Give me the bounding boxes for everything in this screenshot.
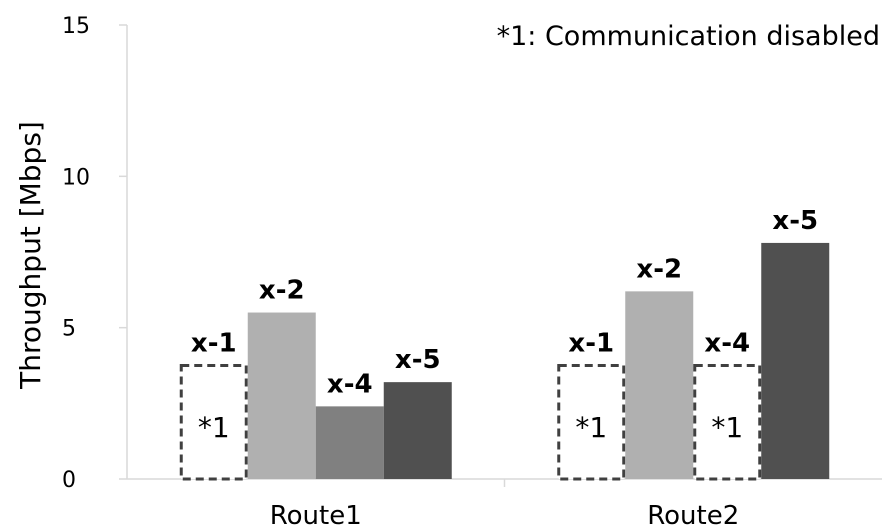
disabled-marker: *1 bbox=[198, 411, 230, 444]
bar-label-x-5: x-5 bbox=[395, 345, 441, 375]
bar-x-2 bbox=[625, 291, 694, 479]
y-tick-label: 0 bbox=[62, 468, 76, 493]
disabled-bar-x-4 bbox=[693, 364, 762, 481]
x-category-label: Route1 bbox=[270, 501, 362, 531]
disabled-bar-x-1 bbox=[179, 364, 248, 481]
y-tick-label: 10 bbox=[62, 165, 90, 190]
disabled-marker: *1 bbox=[575, 411, 607, 444]
bar-label-x-1: x-1 bbox=[191, 329, 237, 359]
y-tick-label: 15 bbox=[62, 14, 90, 39]
bar-label-x-2: x-2 bbox=[259, 276, 305, 306]
bar-label-x-5: x-5 bbox=[772, 206, 818, 236]
disabled-bar-x-1 bbox=[557, 364, 626, 481]
y-tick-label: 5 bbox=[62, 317, 76, 342]
chart-labels: Route1 *1 x-1 x-2 x-4 x-5 Route2 *1 x-1 x-2 *1 x-4 x… bbox=[191, 206, 818, 531]
bar-x-4 bbox=[315, 406, 384, 479]
bar-label-x-4: x-4 bbox=[327, 369, 373, 399]
bar-x-2 bbox=[247, 312, 316, 479]
disabled-annotation: *1: Communication disabled bbox=[497, 21, 880, 52]
disabled-marker: *1 bbox=[711, 411, 743, 444]
y-axis-title: Throughput [Mbps] bbox=[14, 121, 47, 390]
bar-x-5 bbox=[383, 382, 452, 479]
x-category-label: Route2 bbox=[647, 501, 739, 531]
bar-x-5 bbox=[761, 242, 830, 479]
chart-bars bbox=[179, 242, 830, 481]
bar-label-x-4: x-4 bbox=[704, 329, 750, 359]
bar-label-x-2: x-2 bbox=[636, 254, 682, 284]
bar-label-x-1: x-1 bbox=[568, 329, 614, 359]
